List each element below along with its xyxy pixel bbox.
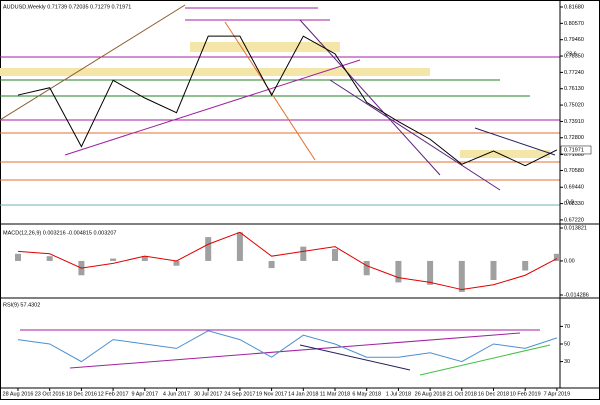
bar [110, 258, 117, 261]
rsi-trend [299, 344, 411, 371]
annotation: 0.0 [566, 199, 574, 205]
bar [205, 237, 212, 261]
series-line [17, 330, 558, 363]
y-tick-label: 70 [564, 324, 570, 330]
x-tick-label: 4 Jun 2017 [163, 391, 190, 397]
rsi-trend [419, 344, 551, 376]
y-tick-label: 0.72800 [564, 135, 584, 141]
y-tick-label: 0.80570 [564, 21, 584, 27]
x-tick-label: 14 Jan 2018 [288, 391, 318, 397]
x-tick-label: 16 Dec 2018 [478, 391, 509, 397]
last-price-box [560, 145, 592, 155]
x-tick-label: 10 Feb 2019 [510, 391, 541, 397]
bar [173, 260, 180, 266]
y-tick-label: 0.69440 [564, 185, 584, 191]
y-tick-label: 0.71660 [564, 152, 584, 158]
y-tick-label: 0.67220 [564, 217, 584, 223]
y-tick-label: 0.68330 [564, 201, 584, 207]
channel [299, 19, 441, 176]
x-tick-label: 12 Feb 2017 [98, 391, 129, 397]
x-tick-label: 6 May 2018 [352, 391, 381, 397]
y-tick-label: 0.78350 [564, 53, 584, 59]
drawings [0, 4, 560, 376]
y-tick-label: 50 [564, 341, 570, 347]
bar [395, 260, 402, 283]
bar [15, 253, 21, 261]
x-tick-label: 9 Apr 2017 [131, 391, 158, 397]
x-tick-label: 24 Sep 2017 [224, 391, 255, 397]
last-price-label: 0.71971 [564, 147, 584, 153]
y-tick-label: 0.00 [564, 258, 575, 264]
y-tick-label: 0.79460 [564, 37, 584, 43]
bar [46, 256, 53, 261]
y-tick-label: 30 [564, 359, 570, 365]
panel-title: RSI(9) 57.4302 [3, 302, 40, 308]
y-tick-label: 0.75020 [564, 103, 584, 109]
y-tick-label: -0.014286 [564, 292, 589, 298]
annotation: 23.6 [566, 51, 577, 57]
bar [458, 260, 465, 292]
x-tick-label: 30 Jul 2017 [194, 391, 222, 397]
x-tick-label: 19 Nov 2017 [256, 391, 287, 397]
bar [236, 232, 243, 261]
x-tick-label: 11 Mar 2018 [320, 391, 350, 397]
bar [141, 256, 148, 261]
rsi-trend [69, 332, 521, 369]
y-tick-label: 0.76130 [564, 86, 584, 92]
y-tick-label: 0.81680 [564, 4, 584, 10]
trendline [224, 21, 316, 161]
zone [0, 68, 430, 76]
x-tick-label: 1 Jul 2018 [386, 391, 411, 397]
x-tick-label: 23 Oct 2016 [35, 391, 65, 397]
panel-title: MACD(12,26,9) 0.003216 -0.004815 0.00320… [3, 230, 116, 236]
bar [522, 260, 529, 271]
y-tick-label: 0.77240 [564, 70, 584, 76]
panel-title: AUDUSD,Weekly 0.71739 0.72035 0.71279 0.… [3, 4, 131, 10]
zone [190, 42, 340, 52]
x-tick-label: 18 Dec 2016 [66, 391, 97, 397]
series-line [17, 231, 558, 291]
trendline [474, 127, 556, 156]
zone [460, 150, 550, 158]
x-tick-label: 21 Oct 2018 [447, 391, 477, 397]
bar [300, 246, 307, 261]
y-tick-label: 0.70580 [564, 168, 584, 174]
y-tick-label: 0.73910 [564, 119, 584, 125]
bar [363, 260, 370, 276]
x-tick-label: 28 Aug 2016 [3, 391, 34, 397]
bar [490, 260, 497, 281]
x-tick-label: 7 Apr 2019 [544, 391, 571, 397]
trendline [0, 4, 186, 121]
bar [553, 253, 560, 261]
bar [332, 249, 338, 261]
x-tick-label: 26 Aug 2018 [415, 391, 446, 397]
channel [329, 79, 501, 191]
bar [268, 260, 275, 269]
bar [427, 260, 434, 285]
y-tick-label: 0.013821 [564, 225, 587, 231]
trendline [64, 59, 361, 156]
series-line [17, 35, 558, 167]
